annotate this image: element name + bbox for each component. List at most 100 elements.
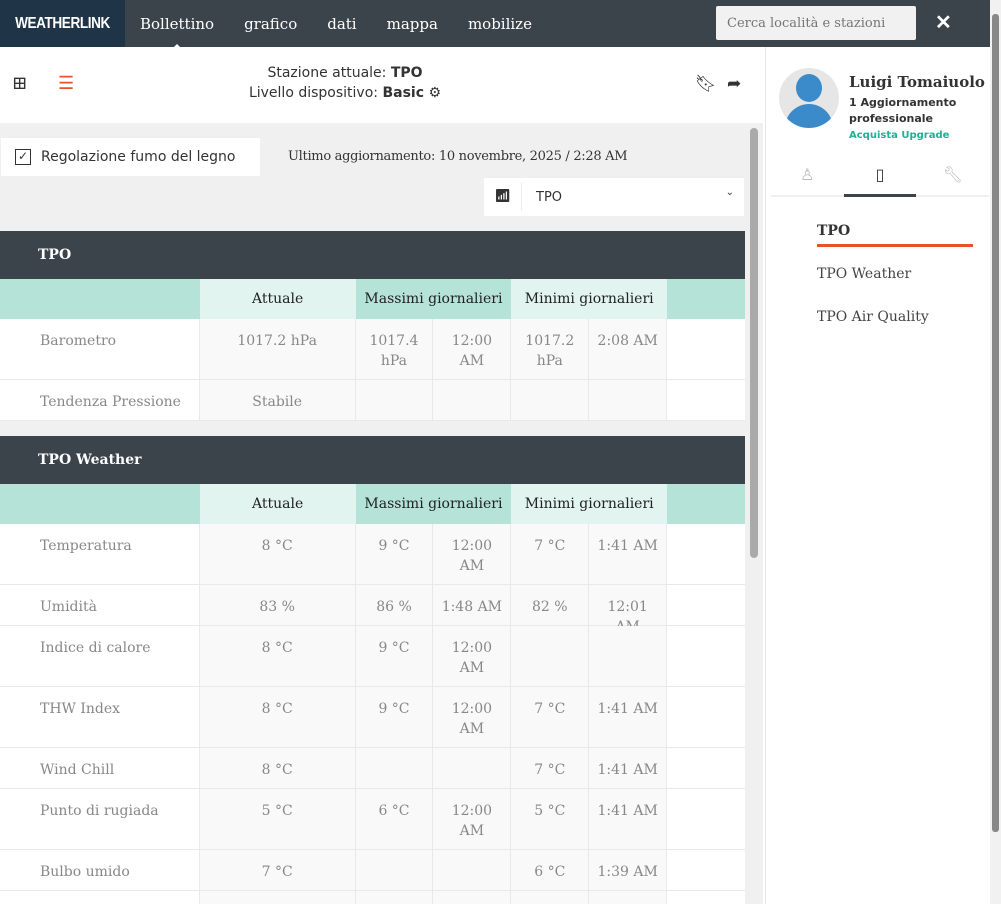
station-item-tpo-air-quality[interactable]: TPO Air Quality [817,309,929,325]
section-1: TPO Weather Attuale Massimi giornalieri … [0,436,746,904]
sidebar-tabs: ♙ ▯ 🔧︎ [771,165,989,197]
cell-value: 9 °C [355,524,434,585]
table-row: Temperatura 8 °C 9 °C 12:00 AM 7 °C 1:41 AM [0,524,746,585]
logo[interactable]: WEATHERLINK [0,0,125,47]
page-scrollbar-thumb[interactable] [992,14,999,832]
cell-value [511,380,590,421]
header-current: Attuale [199,484,356,524]
header-min: Minimi giornalieri [511,279,668,319]
cell-value [433,850,512,891]
cell-value [433,748,512,789]
device-level: Livello dispositivo: Basic ⚙ [0,85,690,101]
cell-value [511,626,590,687]
cell-value: 1:41 AM [589,687,668,748]
cell-value: 1:39 AM [589,850,668,891]
upgrade-link[interactable]: Acquista Upgrade [849,130,950,141]
cell-spacer [667,687,746,748]
list-view-icon[interactable]: ☰ [58,73,75,94]
cell-value: 5 °C [511,789,590,850]
share-icon[interactable]: ➦ [727,74,742,94]
gear-icon[interactable]: ⚙ [428,85,442,101]
cell-value [589,891,668,904]
last-update: Ultimo aggiornamento: 10 novembre, 2025 … [288,149,628,164]
smoke-adjustment-checkbox[interactable]: ✓ Regolazione fumo del legno [1,138,260,176]
row-label: Bulbo umido [0,850,200,891]
cell-spacer [667,748,745,789]
devices-tab-icon[interactable]: ▯ [843,165,917,197]
scrollbar[interactable] [748,125,760,904]
level-value: Basic [382,85,425,101]
nav-mappa[interactable]: mappa [386,14,438,33]
cell-value: 1:41 AM [589,524,668,585]
station-header: ⊞ ☰ Stazione attuale: TPO Livello dispos… [0,47,763,123]
cell-spacer [667,891,745,904]
cell-value: 8 °C [199,687,356,748]
cell-value: 1017.2 hPa [511,319,590,380]
station-item-tpo[interactable]: TPO [817,223,973,247]
cell-value [355,380,434,421]
nav-mobilize[interactable]: mobilize [467,14,532,33]
nav-grafico[interactable]: grafico [244,14,298,33]
grid-view-icon[interactable]: ⊞ [12,73,28,94]
cell-value [589,626,668,687]
cell-value: 7 °C [199,850,356,891]
cell-value [511,891,590,904]
close-sidebar-button[interactable]: ✕ [935,12,952,53]
header-min: Minimi giornalieri [511,484,668,524]
cell-value: 8 °C [199,524,356,585]
cell-spacer [667,626,746,687]
cell-value: 12:00 AM [433,789,512,850]
cell-value: 12:00 AM [433,524,512,585]
table-row: Tendenza Pressione Stabile [0,380,745,421]
wrench-tab-icon[interactable]: 🔧︎ [942,165,963,184]
cell-value: 1:41 AM [589,748,668,789]
row-label: Barometro [0,319,200,380]
header-empty [0,484,200,524]
cell-value: 8 °C [199,626,356,687]
cell-spacer [667,319,746,380]
nav-bollettino[interactable]: Bollettino [140,14,215,50]
search-input[interactable] [716,6,916,40]
station-list: TPO TPO Weather TPO Air Quality [817,223,973,352]
main-nav: Bollettino grafico dati mappa mobilize [140,0,532,50]
row-label: Indice di calore [0,626,200,687]
header-spacer [667,484,745,524]
cell-value [199,891,356,904]
checkbox-checked-icon[interactable]: ✓ [15,149,31,165]
cell-value: 1:41 AM [589,789,668,850]
station-label: Stazione attuale: [267,65,387,81]
cell-value: 1017.2 hPa [199,319,356,380]
cell-value: 86 % [355,585,434,626]
scrollbar-thumb[interactable] [750,128,758,558]
cell-value: 1017.4 hPa [355,319,434,380]
station-item-tpo-weather[interactable]: TPO Weather [817,266,912,282]
header-spacer [667,279,745,319]
user-plan: 1 Aggiornamento professionale [849,96,957,125]
cell-spacer [667,850,745,891]
cell-value: 82 % [511,585,590,626]
cell-value [355,891,434,904]
bookmark-icon[interactable]: 🔖︎ [695,74,717,94]
table-row: Punto di rugiada 5 °C 6 °C 12:00 AM 5 °C 1:41… [0,789,746,850]
cell-value: 7 °C [511,687,590,748]
row-label: THW Index [0,687,200,748]
cell-value: 12:00 AM [433,687,512,748]
header-empty [0,279,200,319]
station-select[interactable]: 📶︎ TPO ⌄ [484,178,744,216]
cell-value: 1:48 AM [433,585,512,626]
cell-value: 12:00 AM [433,626,512,687]
header-max: Massimi giornalieri [364,291,503,307]
table-row: Wind Chill 8 °C 7 °C 1:41 AM [0,748,745,789]
user-sidebar: Luigi Tomaiuolo 1 Aggiornamento professi… [765,47,990,904]
main-content: ⊞ ☰ Stazione attuale: TPO Livello dispos… [0,47,763,904]
page-scrollbar[interactable] [990,0,1001,904]
chevron-down-icon: ⌄ [725,186,734,198]
current-station: Stazione attuale: TPO [0,65,690,81]
wifi-location-icon: 📶︎ [484,183,522,211]
cell-value [355,748,434,789]
nav-dati[interactable]: dati [327,14,357,33]
section-title: TPO Weather [0,436,745,484]
user-tab-icon[interactable]: ♙ [800,165,815,184]
cell-value: 7 °C [511,748,590,789]
